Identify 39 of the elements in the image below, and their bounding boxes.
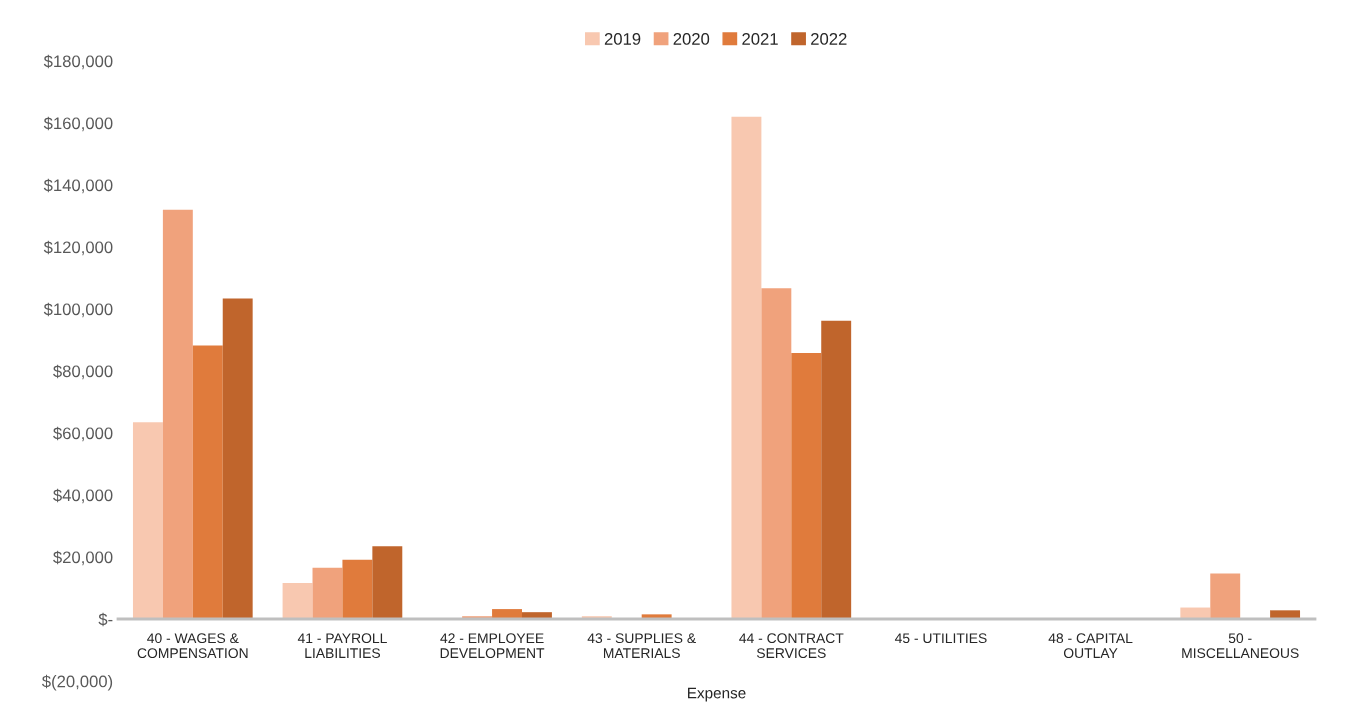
bar bbox=[222, 298, 253, 619]
x-tick-label: 40 - WAGES & COMPENSATION bbox=[137, 633, 248, 659]
bar bbox=[282, 583, 313, 619]
legend-label: 2020 bbox=[673, 33, 710, 45]
bar bbox=[1210, 573, 1241, 619]
x-tick-label: 48 - CAPITAL OUTLAY bbox=[1048, 633, 1133, 659]
x-tick-label: 45 - UTILITIES bbox=[894, 633, 987, 644]
x-tick-label: 50 - MISCELLANEOUS bbox=[1182, 633, 1299, 659]
legend-label: 2019 bbox=[604, 33, 641, 45]
y-tick-label: $60,000 bbox=[53, 426, 113, 442]
y-tick-label: $120,000 bbox=[43, 240, 113, 256]
x-tick-label: 42 - EMPLOYEE DEVELOPMENT bbox=[440, 633, 545, 659]
y-tick-label: $80,000 bbox=[53, 364, 113, 380]
bar bbox=[162, 209, 193, 619]
x-tick-label: 41 - PAYROLL LIABILITIES bbox=[297, 633, 387, 659]
x-tick-label: 44 - CONTRACT SERVICES bbox=[739, 633, 844, 659]
y-tick-label: $40,000 bbox=[53, 488, 113, 504]
y-tick-label: $160,000 bbox=[43, 116, 113, 132]
legend-label: 2021 bbox=[742, 33, 778, 45]
bar bbox=[372, 546, 403, 619]
bar bbox=[821, 320, 852, 619]
bar bbox=[1270, 610, 1301, 619]
bar bbox=[791, 353, 822, 619]
y-tick-label: $140,000 bbox=[43, 178, 113, 194]
x-axis-title: Expense bbox=[688, 687, 746, 702]
y-tick-label: $180,000 bbox=[43, 54, 113, 70]
bar bbox=[761, 288, 792, 619]
y-tick-label: $(20,000) bbox=[41, 674, 113, 691]
bar bbox=[192, 345, 223, 619]
bar bbox=[731, 116, 762, 619]
bar bbox=[132, 422, 163, 619]
bar bbox=[312, 567, 343, 619]
bar bbox=[342, 559, 373, 619]
bar bbox=[492, 609, 522, 619]
y-tick-label: $- bbox=[98, 612, 113, 627]
x-tick-label: 43 - SUPPLIES & MATERIALS bbox=[587, 633, 696, 659]
legend-label: 2022 bbox=[811, 33, 847, 45]
y-tick-label: $100,000 bbox=[43, 302, 113, 318]
y-tick-label: $20,000 bbox=[53, 550, 113, 566]
